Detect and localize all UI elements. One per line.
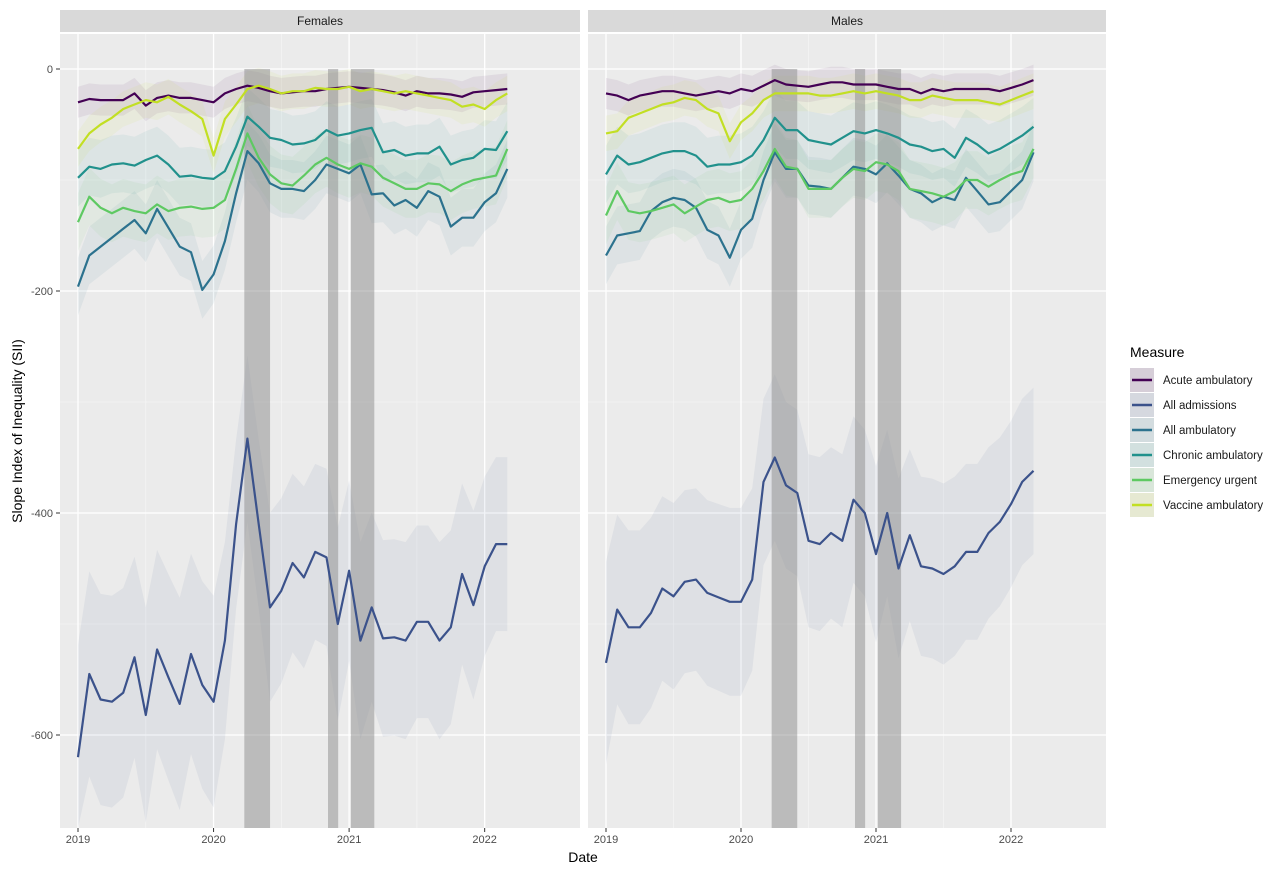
lockdown-band-1 <box>771 69 798 828</box>
y-axis-title: Slope Index of Inequality (SII) <box>9 339 25 523</box>
ribbon-females-all-ambulatory <box>78 122 508 319</box>
y-tick-label: 0 <box>47 64 53 76</box>
panel-males-strip <box>588 10 1106 32</box>
ribbon-females-all-admissions <box>78 355 508 828</box>
y-tick-label: -200 <box>31 286 53 298</box>
x-tick-label: 2022 <box>472 834 496 846</box>
x-axis-title: Date <box>568 849 598 865</box>
line-males-all-admissions <box>604 456 1035 664</box>
panel-females-strip-label: Females <box>297 14 343 28</box>
panel-males-x-ticks: 2019 2020 2021 2022 <box>594 828 1023 846</box>
lockdown-band-3 <box>877 69 902 828</box>
legend-item-all-admissions: All admissions <box>1130 393 1237 417</box>
y-axis: 0 -200 -400 -600 <box>31 64 60 742</box>
legend-label: All ambulatory <box>1163 425 1236 437</box>
legend: Measure Acute ambulatory All admissions Al… <box>1130 344 1263 517</box>
legend-label: Emergency urgent <box>1163 475 1258 487</box>
legend-items: Acute ambulatory All admissions All ambula… <box>1130 368 1263 517</box>
legend-item-chronic-ambulatory: Chronic ambulatory <box>1130 443 1263 467</box>
line-males-chronic-ambulatory <box>605 116 1035 175</box>
panel-females-background <box>60 34 580 828</box>
ribbon-males-emergency-urgent <box>606 120 1034 245</box>
line-females-emergency-urgent <box>76 132 509 223</box>
panel-females-lines <box>76 84 509 758</box>
legend-item-all-ambulatory: All ambulatory <box>1130 418 1236 442</box>
legend-item-emergency-urgent: Emergency urgent <box>1130 468 1258 492</box>
ribbon-females-chronic-ambulatory <box>78 87 508 208</box>
line-females-all-admissions <box>76 437 508 758</box>
x-tick-label: 2019 <box>594 834 618 846</box>
panel-males: Males 2019 2020 2021 2022 <box>588 10 1106 846</box>
ribbon-males-chronic-ambulatory <box>606 89 1034 204</box>
ribbon-males-vaccine-ambulatory <box>606 73 1034 159</box>
x-tick-label: 2022 <box>999 834 1023 846</box>
y-tick-label: -400 <box>31 508 53 520</box>
legend-item-acute-ambulatory: Acute ambulatory <box>1130 368 1253 392</box>
panel-females-strip <box>60 10 580 32</box>
legend-label: Chronic ambulatory <box>1163 450 1263 462</box>
ribbon-females-emergency-urgent <box>78 104 508 251</box>
panel-males-lockdowns <box>771 69 902 828</box>
y-tick-label: -600 <box>31 730 53 742</box>
line-males-acute-ambulatory <box>605 78 1034 102</box>
legend-item-vaccine-ambulatory: Vaccine ambulatory <box>1130 493 1263 517</box>
lockdown-band-2 <box>328 69 339 828</box>
line-males-vaccine-ambulatory <box>605 90 1034 143</box>
panel-females: Females 2019 2020 2021 2022 <box>60 10 580 846</box>
legend-label: Acute ambulatory <box>1163 375 1253 387</box>
x-tick-label: 2019 <box>66 834 90 846</box>
panel-females-x-ticks: 2019 2020 2021 2022 <box>66 828 497 846</box>
x-tick-label: 2020 <box>729 834 753 846</box>
lockdown-band-3 <box>350 69 375 828</box>
ribbon-males-all-admissions <box>606 374 1034 765</box>
ribbon-males-all-ambulatory <box>606 123 1034 287</box>
panel-males-lines <box>604 78 1035 664</box>
legend-title: Measure <box>1130 344 1185 360</box>
panel-males-strip-label: Males <box>831 14 863 28</box>
x-tick-label: 2020 <box>201 834 225 846</box>
line-females-all-ambulatory <box>76 150 509 291</box>
panel-males-ribbons <box>606 64 1034 765</box>
panel-males-grid <box>588 34 1106 828</box>
panel-males-background <box>588 34 1106 828</box>
legend-label: All admissions <box>1163 400 1237 412</box>
legend-label: Vaccine ambulatory <box>1163 500 1263 512</box>
line-females-chronic-ambulatory <box>77 115 509 180</box>
ribbon-males-acute-ambulatory <box>606 64 1034 116</box>
x-tick-label: 2021 <box>864 834 888 846</box>
lockdown-band-2 <box>854 69 866 828</box>
line-males-emergency-urgent <box>605 147 1035 216</box>
x-tick-label: 2021 <box>337 834 361 846</box>
line-females-vaccine-ambulatory <box>77 84 508 157</box>
panel-females-grid <box>60 34 580 828</box>
